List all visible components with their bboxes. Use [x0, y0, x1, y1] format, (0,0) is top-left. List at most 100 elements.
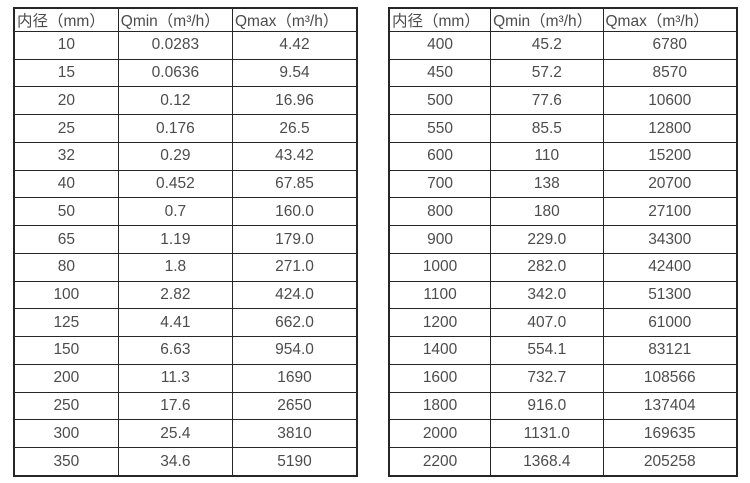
table-row: 150 6.63 954.0	[13, 336, 358, 365]
table-cell: 0.0283	[117, 31, 233, 60]
table-cell: 12800	[602, 114, 738, 143]
table-cell: 43.42	[231, 141, 358, 171]
table-cell: 80	[13, 252, 119, 282]
table-row: 15 0.0636 9.54	[13, 58, 358, 88]
table-cell: 700	[388, 169, 492, 199]
table-row: 900 229.0 34300	[388, 225, 738, 254]
table-cell: 9.54	[231, 58, 358, 88]
table-cell: 27100	[602, 197, 738, 227]
header-inner-diameter: 内径（mm）	[388, 7, 492, 32]
table-cell: 600	[388, 141, 492, 171]
table-cell: 1800	[388, 391, 492, 421]
table-row: 1200 407.0 61000	[388, 308, 738, 338]
table-cell: 45.2	[490, 31, 604, 60]
table-cell: 42400	[602, 252, 738, 282]
table-cell: 2200	[388, 447, 492, 477]
table-row: 250 17.6 2650	[13, 391, 358, 421]
table-cell: 1600	[388, 363, 492, 393]
table-cell: 250	[13, 391, 119, 421]
table-cell: 342.0	[490, 280, 604, 310]
table-cell: 61000	[602, 308, 738, 338]
table-cell: 916.0	[490, 391, 604, 421]
table-cell: 1131.0	[490, 419, 604, 449]
table-row: 2200 1368.4 205258	[388, 447, 738, 477]
table-cell: 0.7	[117, 197, 233, 227]
table-cell: 1100	[388, 280, 492, 310]
table-cell: 500	[388, 86, 492, 116]
header-qmax: Qmax（m³/h）	[602, 7, 738, 32]
table-cell: 271.0	[231, 252, 358, 282]
table-cell: 732.7	[490, 363, 604, 393]
table-cell: 150	[13, 336, 119, 365]
table-cell: 282.0	[490, 252, 604, 282]
table-row: 32 0.29 43.42	[13, 141, 358, 171]
table-cell: 83121	[602, 336, 738, 365]
table-cell: 85.5	[490, 114, 604, 143]
table-cell: 0.29	[117, 141, 233, 171]
table-cell: 0.0636	[117, 58, 233, 88]
table-cell: 229.0	[490, 225, 604, 254]
table-row: 100 2.82 424.0	[13, 280, 358, 310]
table-cell: 34.6	[117, 447, 233, 477]
table-cell: 0.176	[117, 114, 233, 143]
table-cell: 20700	[602, 169, 738, 199]
table-cell: 50	[13, 197, 119, 227]
table-row: 40 0.452 67.85	[13, 169, 358, 199]
table-cell: 900	[388, 225, 492, 254]
table-cell: 550	[388, 114, 492, 143]
table-cell: 6.63	[117, 336, 233, 365]
table-row: 1400 554.1 83121	[388, 336, 738, 365]
table-row: 50 0.7 160.0	[13, 197, 358, 227]
table-cell: 4.42	[231, 31, 358, 60]
table-cell: 125	[13, 308, 119, 338]
table-cell: 57.2	[490, 58, 604, 88]
table-cell: 138	[490, 169, 604, 199]
table-cell: 954.0	[231, 336, 358, 365]
table-cell: 450	[388, 58, 492, 88]
table-cell: 17.6	[117, 391, 233, 421]
table-cell: 51300	[602, 280, 738, 310]
table-cell: 300	[13, 419, 119, 449]
table-cell: 34300	[602, 225, 738, 254]
table-row: 1800 916.0 137404	[388, 391, 738, 421]
table-cell: 6780	[602, 31, 738, 60]
header-inner-diameter: 内径（mm）	[13, 7, 119, 32]
table-cell: 110	[490, 141, 604, 171]
table-cell: 800	[388, 197, 492, 227]
table-cell: 1400	[388, 336, 492, 365]
table-cell: 205258	[602, 447, 738, 477]
table-cell: 407.0	[490, 308, 604, 338]
header-qmax: Qmax（m³/h）	[231, 7, 358, 32]
table-row: 300 25.4 3810	[13, 419, 358, 449]
table-cell: 1690	[231, 363, 358, 393]
header-qmin: Qmin（m³/h）	[490, 7, 604, 32]
header-row: 内径（mm） Qmin（m³/h） Qmax（m³/h）	[388, 7, 738, 32]
table-cell: 400	[388, 31, 492, 60]
table-cell: 1000	[388, 252, 492, 282]
table-cell: 16.96	[231, 86, 358, 116]
table-row: 1000 282.0 42400	[388, 252, 738, 282]
table-cell: 67.85	[231, 169, 358, 199]
table-row: 500 77.6 10600	[388, 86, 738, 116]
table-row: 2000 1131.0 169635	[388, 419, 738, 449]
table-body: 10 0.0283 4.42 15 0.0636 9.54 20 0.12 16.96 25 0.1…	[13, 31, 358, 477]
table-cell: 180	[490, 197, 604, 227]
table-cell: 1.8	[117, 252, 233, 282]
table-row: 600 110 15200	[388, 141, 738, 171]
table-row: 350 34.6 5190	[13, 447, 358, 477]
table-row: 800 180 27100	[388, 197, 738, 227]
table-row: 25 0.176 26.5	[13, 114, 358, 143]
table-cell: 0.452	[117, 169, 233, 199]
table-cell: 554.1	[490, 336, 604, 365]
table-cell: 11.3	[117, 363, 233, 393]
header-qmin: Qmin（m³/h）	[117, 7, 233, 32]
table-cell: 25	[13, 114, 119, 143]
table-cell: 77.6	[490, 86, 604, 116]
spec-table-small-diameters: 内径（mm） Qmin（m³/h） Qmax（m³/h） 10 0.0283 4.4…	[13, 7, 358, 477]
table-cell: 1200	[388, 308, 492, 338]
table-cell: 137404	[602, 391, 738, 421]
table-cell: 2.82	[117, 280, 233, 310]
table-row: 700 138 20700	[388, 169, 738, 199]
table-row: 10 0.0283 4.42	[13, 31, 358, 60]
